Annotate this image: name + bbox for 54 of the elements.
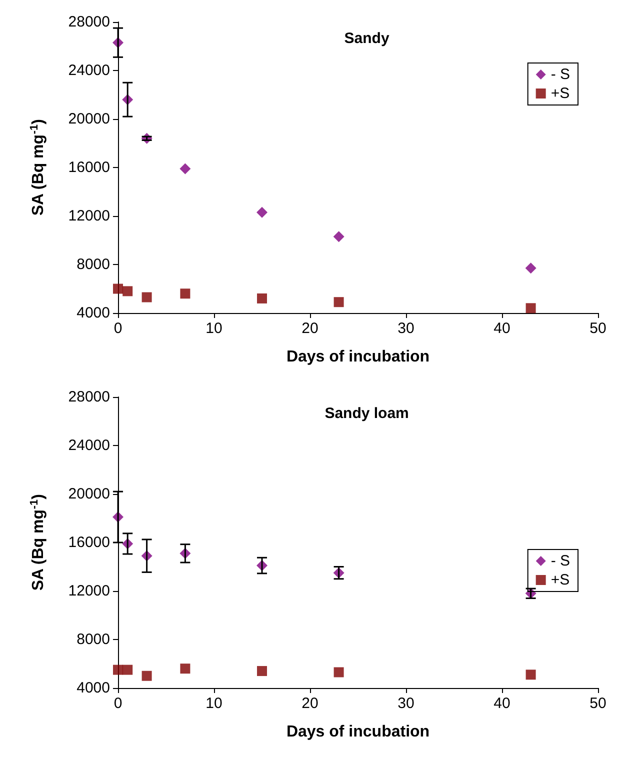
y-tick-label: 4000 xyxy=(76,304,110,322)
point xyxy=(334,297,344,308)
x-tick-label: 40 xyxy=(494,320,510,337)
point xyxy=(256,206,268,218)
y-tick-label: 24000 xyxy=(68,62,110,79)
point xyxy=(257,293,267,304)
point xyxy=(113,664,123,675)
point xyxy=(334,667,344,678)
x-tick-label: 40 xyxy=(494,695,510,712)
point xyxy=(122,664,133,675)
point xyxy=(180,288,190,299)
y-tick-label: 28000 xyxy=(68,14,110,30)
legend-label: +S xyxy=(550,572,570,588)
x-axis-title: Days of incubation xyxy=(286,724,430,740)
point xyxy=(180,163,191,174)
x-tick-label: 10 xyxy=(206,695,222,712)
x-tick-label: 0 xyxy=(114,695,122,712)
y-tick-label: 20000 xyxy=(68,110,110,128)
point xyxy=(142,670,152,681)
y-tick-label: 4000 xyxy=(76,680,110,696)
y-tick-label: 12000 xyxy=(68,582,110,600)
y-tick-label: 12000 xyxy=(68,208,110,224)
x-tick-label: 50 xyxy=(590,320,606,337)
x-tick-label: 50 xyxy=(590,695,606,712)
y-tick-label: 28000 xyxy=(68,388,110,406)
point xyxy=(526,303,536,314)
y-tick-label: 16000 xyxy=(68,534,110,551)
x-tick-label: 30 xyxy=(398,695,414,712)
point xyxy=(180,664,190,674)
point xyxy=(122,286,133,296)
y-axis-title: SA (Bq mg-1) xyxy=(28,119,47,216)
y-tick-label: 8000 xyxy=(76,256,110,273)
point xyxy=(257,666,267,676)
y-tick-label: 24000 xyxy=(68,437,110,454)
point xyxy=(142,292,152,302)
y-tick-label: 8000 xyxy=(76,631,110,648)
x-tick-label: 20 xyxy=(302,695,318,712)
point xyxy=(113,284,123,294)
y-axis-title: SA (Bq mg-1) xyxy=(28,494,47,591)
legend-label: +S xyxy=(550,85,570,102)
x-tick-label: 0 xyxy=(114,320,122,337)
text: Sandy xyxy=(344,30,390,47)
y-tick-label: 16000 xyxy=(68,159,110,176)
text: Sandy loam xyxy=(324,405,409,422)
x-tick-label: 30 xyxy=(398,320,414,337)
legend-label: - S xyxy=(550,66,570,83)
point xyxy=(525,262,536,274)
point xyxy=(526,670,536,680)
point xyxy=(333,231,344,242)
x-axis-title: Days of incubation xyxy=(286,348,430,366)
legend-label: - S xyxy=(550,552,570,570)
y-tick-label: 20000 xyxy=(68,486,110,502)
x-tick-label: 10 xyxy=(206,320,222,337)
x-tick-label: 20 xyxy=(302,320,318,337)
